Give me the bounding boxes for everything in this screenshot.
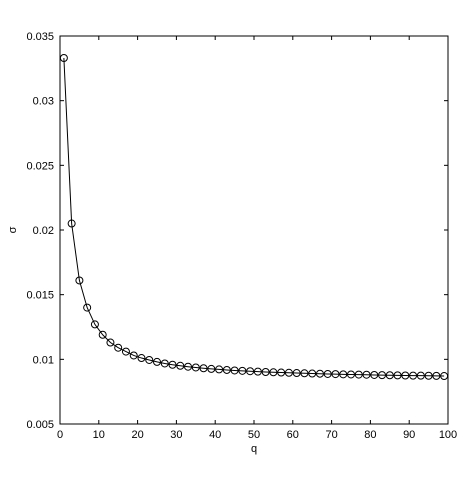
data-point-marker bbox=[347, 370, 355, 379]
x-tick-label: 40 bbox=[209, 429, 221, 441]
plot-content bbox=[59, 53, 449, 381]
data-point-marker bbox=[153, 357, 161, 366]
data-point-marker bbox=[284, 368, 293, 377]
x-tick-label: 70 bbox=[325, 429, 337, 441]
data-point-marker bbox=[416, 371, 425, 380]
data-point-marker bbox=[238, 366, 247, 375]
x-tick-label: 0 bbox=[57, 429, 63, 441]
y-tick-label: 0.005 bbox=[26, 419, 54, 431]
data-point-marker bbox=[106, 338, 115, 347]
data-point-marker bbox=[207, 364, 216, 373]
x-tick-label: 30 bbox=[170, 429, 182, 441]
data-point-marker bbox=[129, 351, 138, 360]
data-point-marker bbox=[137, 354, 146, 363]
data-point-marker bbox=[98, 330, 107, 339]
data-point-marker bbox=[83, 303, 92, 312]
data-point-marker bbox=[362, 370, 371, 379]
plot-frame bbox=[59, 35, 449, 425]
x-tick-label: 20 bbox=[131, 429, 143, 441]
data-point-marker bbox=[199, 364, 208, 373]
data-point-marker bbox=[67, 219, 76, 228]
x-axis: 0 10 20 30 40 50 60 70 80 90 100 bbox=[57, 36, 457, 441]
data-point-marker bbox=[315, 369, 324, 378]
data-point-marker bbox=[432, 371, 441, 380]
x-tick-label: 50 bbox=[248, 429, 260, 441]
data-point-marker bbox=[424, 371, 433, 380]
data-point-marker bbox=[222, 365, 231, 374]
data-point-marker bbox=[385, 371, 394, 380]
y-tick-label: 0.015 bbox=[26, 290, 54, 302]
x-tick-label: 90 bbox=[403, 429, 415, 441]
data-point-marker bbox=[145, 355, 154, 364]
data-point-marker bbox=[121, 347, 130, 356]
x-tick-label: 60 bbox=[287, 429, 299, 441]
data-point-marker bbox=[409, 371, 418, 380]
data-point-marker bbox=[114, 343, 123, 352]
x-tick-label: 10 bbox=[93, 429, 105, 441]
x-tick-label: 80 bbox=[364, 429, 376, 441]
plot-area bbox=[60, 36, 448, 424]
data-point-marker bbox=[370, 370, 379, 379]
data-point-marker bbox=[277, 368, 286, 377]
data-point-marker bbox=[160, 359, 169, 368]
y-axis-label: σ bbox=[7, 226, 19, 233]
data-point-marker bbox=[323, 369, 332, 378]
data-point-marker bbox=[184, 362, 193, 371]
data-point-marker bbox=[292, 369, 301, 378]
data-point-marker bbox=[378, 371, 387, 380]
data-point-marker bbox=[269, 368, 278, 377]
x-axis-label: q bbox=[251, 443, 257, 455]
data-point-marker bbox=[246, 367, 255, 376]
data-point-marker bbox=[300, 369, 309, 378]
data-point-marker bbox=[339, 370, 348, 379]
data-point-marker bbox=[90, 320, 99, 329]
data-point-marker bbox=[401, 371, 410, 380]
y-tick-label: 0.02 bbox=[33, 225, 54, 237]
data-point-marker bbox=[253, 367, 262, 376]
data-point-marker bbox=[354, 370, 363, 379]
data-point-marker bbox=[261, 368, 270, 377]
data-point-marker bbox=[331, 370, 340, 379]
y-tick-label: 0.01 bbox=[33, 354, 54, 366]
x-tick-label: 100 bbox=[439, 429, 457, 441]
data-point-marker bbox=[75, 276, 84, 285]
data-point-marker bbox=[308, 369, 317, 378]
data-point-marker bbox=[176, 361, 185, 370]
data-point-marker bbox=[230, 366, 239, 375]
y-tick-label: 0.025 bbox=[26, 160, 54, 172]
data-point-marker bbox=[191, 363, 200, 372]
data-point-marker bbox=[393, 371, 402, 380]
y-axis: 0.005 0.01 0.015 0.02 0.025 0.03 0.035 bbox=[26, 31, 448, 431]
data-point-marker bbox=[168, 360, 177, 369]
y-tick-label: 0.03 bbox=[33, 96, 54, 108]
y-tick-label: 0.035 bbox=[26, 31, 54, 43]
data-point-marker bbox=[215, 365, 224, 374]
